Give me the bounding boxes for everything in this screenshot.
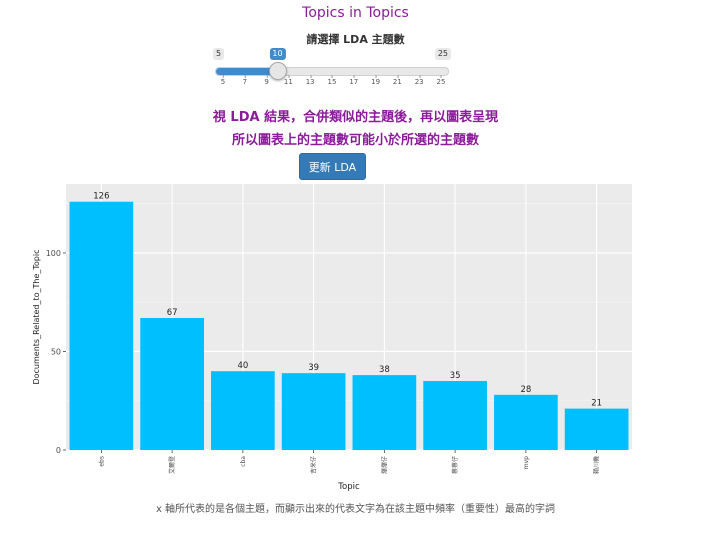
- slider-tick: 23: [414, 75, 424, 86]
- note-line-1: 視 LDA 結果，合併類似的主題後，再以圖表呈現: [212, 110, 499, 125]
- bar-value-label: 28: [520, 385, 531, 395]
- x-tick-label: mvp: [523, 456, 530, 469]
- x-axis-title: Topic: [337, 482, 360, 492]
- slider-handle[interactable]: [268, 62, 287, 80]
- slider-tick: 21: [392, 75, 402, 86]
- y-axis-title: Documents_Related_to_The_Topic: [32, 249, 41, 384]
- y-tick-label: 0: [56, 446, 61, 455]
- bar-value-label: 21: [591, 399, 602, 409]
- bar: [69, 201, 134, 450]
- slider-tick: 19: [371, 75, 381, 86]
- topic-count-slider[interactable]: 5 25 10 5 7 9 11 13 15 17 19 21 23 25: [213, 48, 451, 98]
- slider-tick: 17: [349, 75, 359, 86]
- slider-tick: 9: [264, 75, 269, 86]
- y-tick-label: 100: [46, 249, 61, 258]
- chart-caption: x 軸所代表的是各個主題，而顯示出來的代表文字為在該主題中頻率（重要性）最高的字…: [155, 504, 556, 515]
- slider-tick: 5: [220, 75, 226, 86]
- bar-value-label: 67: [167, 308, 178, 318]
- slider-tick: 15: [327, 75, 337, 86]
- bar-value-label: 35: [450, 371, 461, 381]
- x-tick-label: 賴川機: [593, 456, 601, 474]
- bar-value-label: 39: [308, 363, 319, 373]
- slider-max-label: 25: [434, 48, 451, 60]
- x-tick-label: 爆爆仔: [380, 456, 388, 474]
- bar-value-label: 38: [379, 365, 390, 375]
- x-tick-label: ebs: [98, 456, 105, 467]
- slider-min-label: 5: [213, 48, 225, 60]
- x-tick-label: 蔡蔡仔: [451, 456, 459, 474]
- slider-fill: [216, 68, 279, 75]
- note-line-2: 所以圖表上的主題數可能小於所選的主題數: [231, 133, 479, 148]
- app-title: Topics in Topics: [302, 5, 409, 21]
- slider-tick: 25: [436, 75, 446, 86]
- bar: [211, 371, 275, 450]
- bar: [423, 381, 487, 450]
- update-lda-button[interactable]: 更新 LDA: [299, 153, 366, 180]
- x-tick-label: 艾爾登: [168, 456, 176, 474]
- slider-label: 請選擇 LDA 主題數: [306, 33, 405, 46]
- slider-tick: 11: [283, 75, 293, 86]
- bar: [352, 375, 417, 450]
- x-tick-label: cba: [240, 456, 247, 467]
- slider-ticks: 5 7 9 11 13 15 17 19 21 23 25: [213, 75, 451, 92]
- slider-tick: 7: [242, 75, 248, 86]
- slider-value-label: 10: [269, 48, 286, 60]
- bar: [564, 408, 629, 450]
- bar-value-label: 126: [93, 192, 109, 202]
- topic-bar-chart: 0 50 100 126 ebs 67 艾爾登 40 cba 39 吉米仔 38 爆爆仔 35 蔡蔡仔 28 m…: [32, 184, 632, 492]
- bar: [494, 394, 558, 450]
- bar: [140, 317, 204, 450]
- slider-tick: 13: [305, 75, 315, 86]
- y-tick-label: 50: [51, 347, 61, 356]
- bar: [281, 373, 346, 450]
- bar-value-label: 40: [237, 361, 248, 371]
- x-tick-label: 吉米仔: [310, 456, 318, 474]
